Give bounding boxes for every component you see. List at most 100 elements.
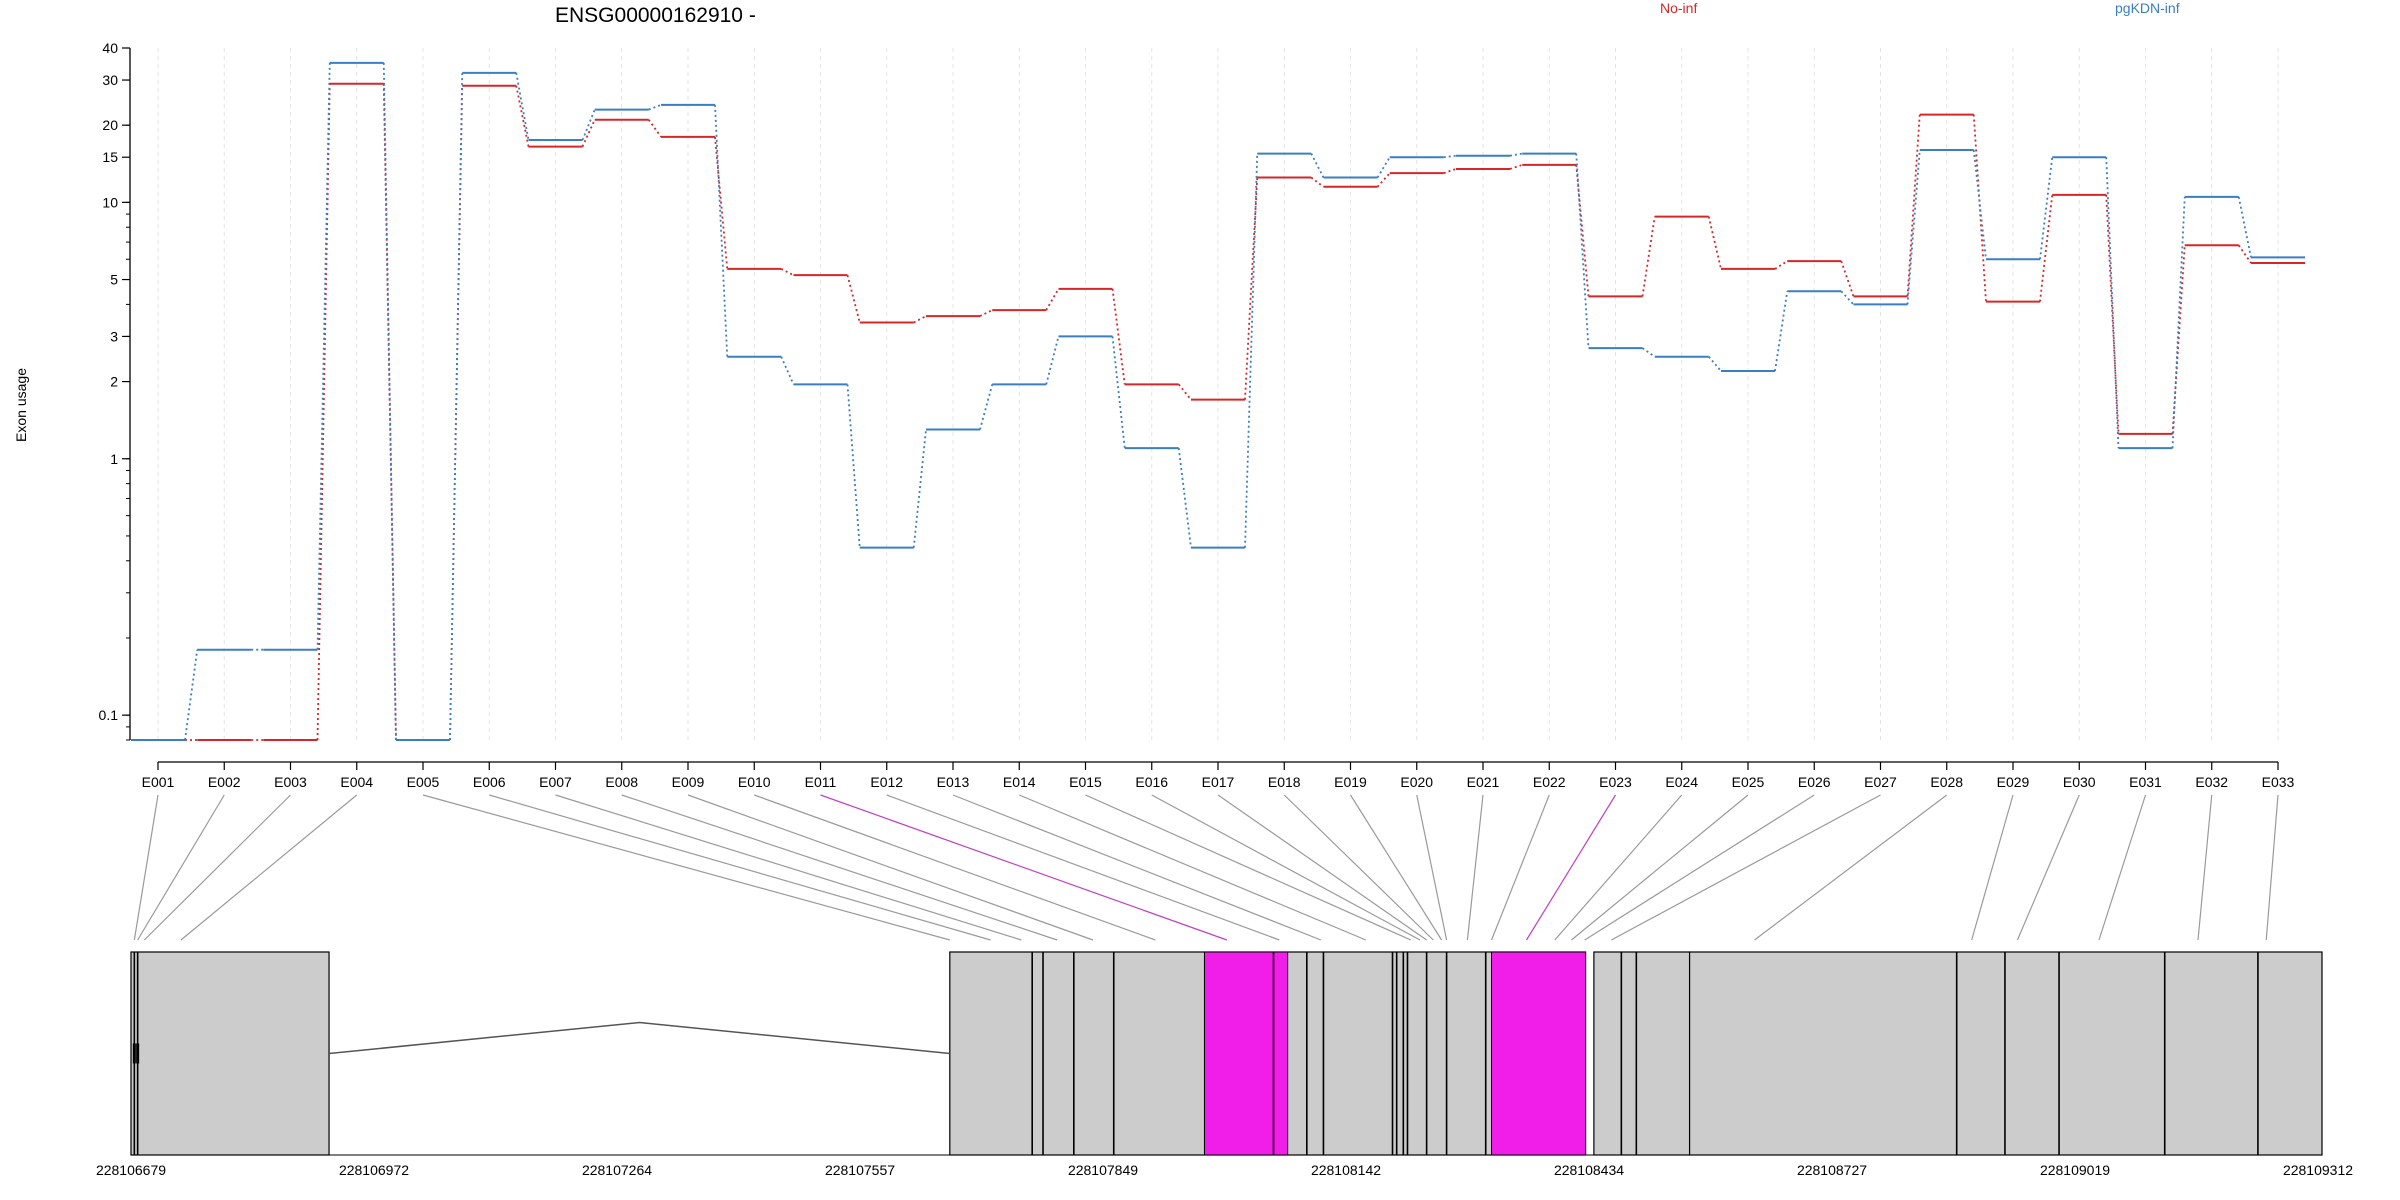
transition-connector	[515, 72, 530, 141]
x-tick-label-e001: E001	[142, 774, 175, 790]
y-tick-label: 0.1	[99, 707, 119, 723]
exon-connector-e008	[621, 794, 1058, 941]
transition-connector	[1244, 153, 1259, 548]
transition-connector	[648, 119, 662, 138]
coordinate-label: 228109019	[2040, 1162, 2110, 1178]
transition-connector	[1376, 156, 1391, 178]
coordinate-label: 228106679	[96, 1162, 166, 1178]
x-tick-label-e014: E014	[1003, 774, 1036, 790]
x-tick-label-e011: E011	[805, 774, 837, 790]
x-tick-label-e033: E033	[2262, 774, 2295, 790]
exon-block	[1593, 951, 1691, 1156]
exon-connector-e028	[1754, 794, 1948, 941]
chart-title: ENSG00000162910 -	[555, 4, 756, 27]
y-tick-label: 10	[102, 194, 118, 210]
transition-connector	[1774, 260, 1788, 270]
x-tick-label-e022: E022	[1533, 774, 1566, 790]
exon-connector-e029	[1971, 794, 2014, 941]
coordinate-label: 228107264	[582, 1162, 652, 1178]
exon-connector-e014	[1019, 794, 1367, 941]
exon-connector-e030	[2016, 794, 2080, 941]
highlighted-exon	[1491, 951, 1587, 1156]
exon-connector-e019	[1349, 794, 1443, 941]
transition-connector	[648, 104, 662, 111]
x-tick-label-e018: E018	[1268, 774, 1301, 790]
transition-connector	[2238, 244, 2252, 264]
coordinate-label: 228107849	[1068, 1162, 1138, 1178]
transition-connector	[979, 384, 994, 430]
coordinate-label: 228106972	[339, 1162, 409, 1178]
transition-connector	[1509, 164, 1523, 170]
x-tick-label-e015: E015	[1069, 774, 1102, 790]
y-tick-label: 40	[102, 40, 118, 56]
transition-connector	[1708, 356, 1722, 372]
series-pgkdn-inf	[131, 61, 2305, 741]
exon-connector-e011	[820, 794, 1228, 941]
exon-connector-e033	[2265, 794, 2279, 941]
x-tick-label-e019: E019	[1334, 774, 1367, 790]
x-tick-label-e030: E030	[2063, 774, 2096, 790]
x-tick-label-e005: E005	[407, 774, 440, 790]
exon-connector-e027	[1611, 794, 1881, 941]
x-tick-label-e020: E020	[1400, 774, 1433, 790]
legend: No-inf pgKDN-inf	[1660, 0, 2180, 16]
exon-connector-e026	[1584, 794, 1815, 941]
transition-connector	[1641, 347, 1656, 358]
x-tick-label-e009: E009	[672, 774, 705, 790]
x-tick-label-e010: E010	[738, 774, 771, 790]
legend-entry-pgkdn-inf: pgKDN-inf	[2115, 0, 2180, 16]
exon-connector-e020	[1416, 794, 1448, 941]
transition-connector	[1641, 216, 1656, 297]
transition-connector	[1310, 176, 1325, 188]
x-tick-label-e032: E032	[2195, 774, 2228, 790]
transition-connector	[1111, 288, 1126, 385]
exon-connector-e016	[1151, 794, 1421, 941]
transition-connector	[1840, 290, 1855, 306]
exon-connector-e013	[952, 794, 1322, 941]
transition-connector	[1443, 168, 1457, 175]
y-tick-label: 1	[110, 451, 118, 467]
transition-connector	[1177, 448, 1192, 548]
transition-connector	[1840, 260, 1855, 297]
x-tick-label-e006: E006	[473, 774, 506, 790]
y-tick-label: 3	[110, 328, 118, 344]
exon-connector-e003	[143, 794, 291, 941]
genomic-coordinate-labels: 228106679 228106972 228107264 228107557 2281…	[96, 1162, 2353, 1178]
exon-connector-e012	[886, 794, 1280, 941]
x-axis: E001 E002 E003 E004 E005 E006 E007 E008 E009 E010…	[142, 761, 2295, 790]
x-tick-label-e028: E028	[1930, 774, 1963, 790]
transition-connector	[2039, 157, 2054, 260]
vertical-grid	[157, 48, 2279, 740]
transition-connector	[1509, 152, 1523, 157]
exon-connector-e006	[489, 794, 991, 941]
y-tick-label: 20	[102, 117, 118, 133]
x-tick-label-e007: E007	[539, 774, 572, 790]
transition-connector	[714, 104, 729, 357]
transition-connector	[846, 274, 861, 323]
x-tick-label-e031: E031	[2129, 774, 2162, 790]
x-tick-label-e003: E003	[274, 774, 307, 790]
x-tick-label-e013: E013	[937, 774, 970, 790]
exon-connector-e009	[687, 794, 1094, 941]
exon-connector-e025	[1571, 794, 1749, 941]
exon-connector-e004	[180, 794, 358, 941]
coordinate-label: 228108142	[1311, 1162, 1381, 1178]
transition-connector	[1310, 153, 1325, 178]
legend-entry-no-inf: No-inf	[1660, 0, 1697, 16]
transition-connector	[1443, 154, 1457, 159]
transition-connector	[581, 119, 596, 147]
transition-connector	[912, 429, 927, 548]
coordinate-label: 228108727	[1797, 1162, 1867, 1178]
y-tick-label: 30	[102, 72, 118, 88]
transition-connector	[1045, 288, 1060, 311]
exon-connector-e032	[2197, 794, 2213, 941]
x-tick-label-e016: E016	[1135, 774, 1168, 790]
transition-connector	[1178, 383, 1192, 401]
y-tick-label: 5	[110, 272, 118, 288]
transition-connector	[714, 136, 729, 270]
gene-model	[130, 951, 2323, 1156]
transition-connector	[2105, 157, 2120, 449]
transition-connector	[1111, 336, 1126, 449]
exon-connector-e021	[1466, 794, 1484, 941]
coordinate-label: 228107557	[825, 1162, 895, 1178]
